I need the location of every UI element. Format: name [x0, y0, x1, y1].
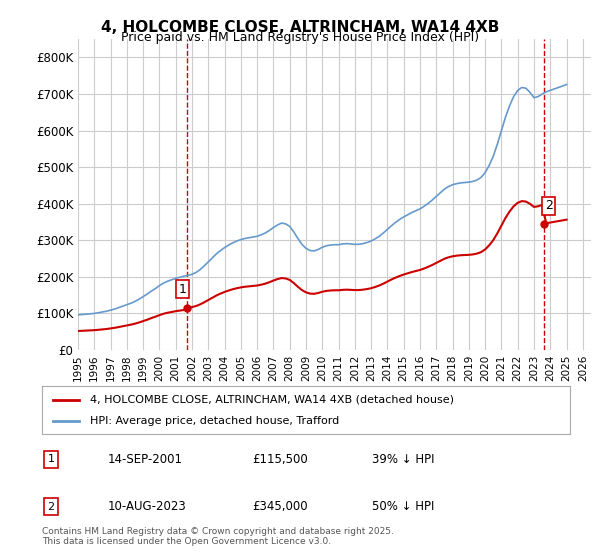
Text: 39% ↓ HPI: 39% ↓ HPI — [372, 452, 434, 466]
Text: 10-AUG-2023: 10-AUG-2023 — [108, 500, 187, 514]
Text: Price paid vs. HM Land Registry's House Price Index (HPI): Price paid vs. HM Land Registry's House … — [121, 31, 479, 44]
Text: Contains HM Land Registry data © Crown copyright and database right 2025.
This d: Contains HM Land Registry data © Crown c… — [42, 526, 394, 546]
Text: 4, HOLCOMBE CLOSE, ALTRINCHAM, WA14 4XB (detached house): 4, HOLCOMBE CLOSE, ALTRINCHAM, WA14 4XB … — [89, 395, 454, 405]
Text: £115,500: £115,500 — [252, 452, 308, 466]
Text: 50% ↓ HPI: 50% ↓ HPI — [372, 500, 434, 514]
Text: 2: 2 — [545, 199, 553, 212]
Text: £345,000: £345,000 — [252, 500, 308, 514]
Text: HPI: Average price, detached house, Trafford: HPI: Average price, detached house, Traf… — [89, 416, 339, 426]
Text: 1: 1 — [178, 283, 187, 296]
Text: 14-SEP-2001: 14-SEP-2001 — [108, 452, 183, 466]
Text: 4, HOLCOMBE CLOSE, ALTRINCHAM, WA14 4XB: 4, HOLCOMBE CLOSE, ALTRINCHAM, WA14 4XB — [101, 20, 499, 35]
Text: 1: 1 — [47, 454, 55, 464]
Text: 2: 2 — [47, 502, 55, 512]
